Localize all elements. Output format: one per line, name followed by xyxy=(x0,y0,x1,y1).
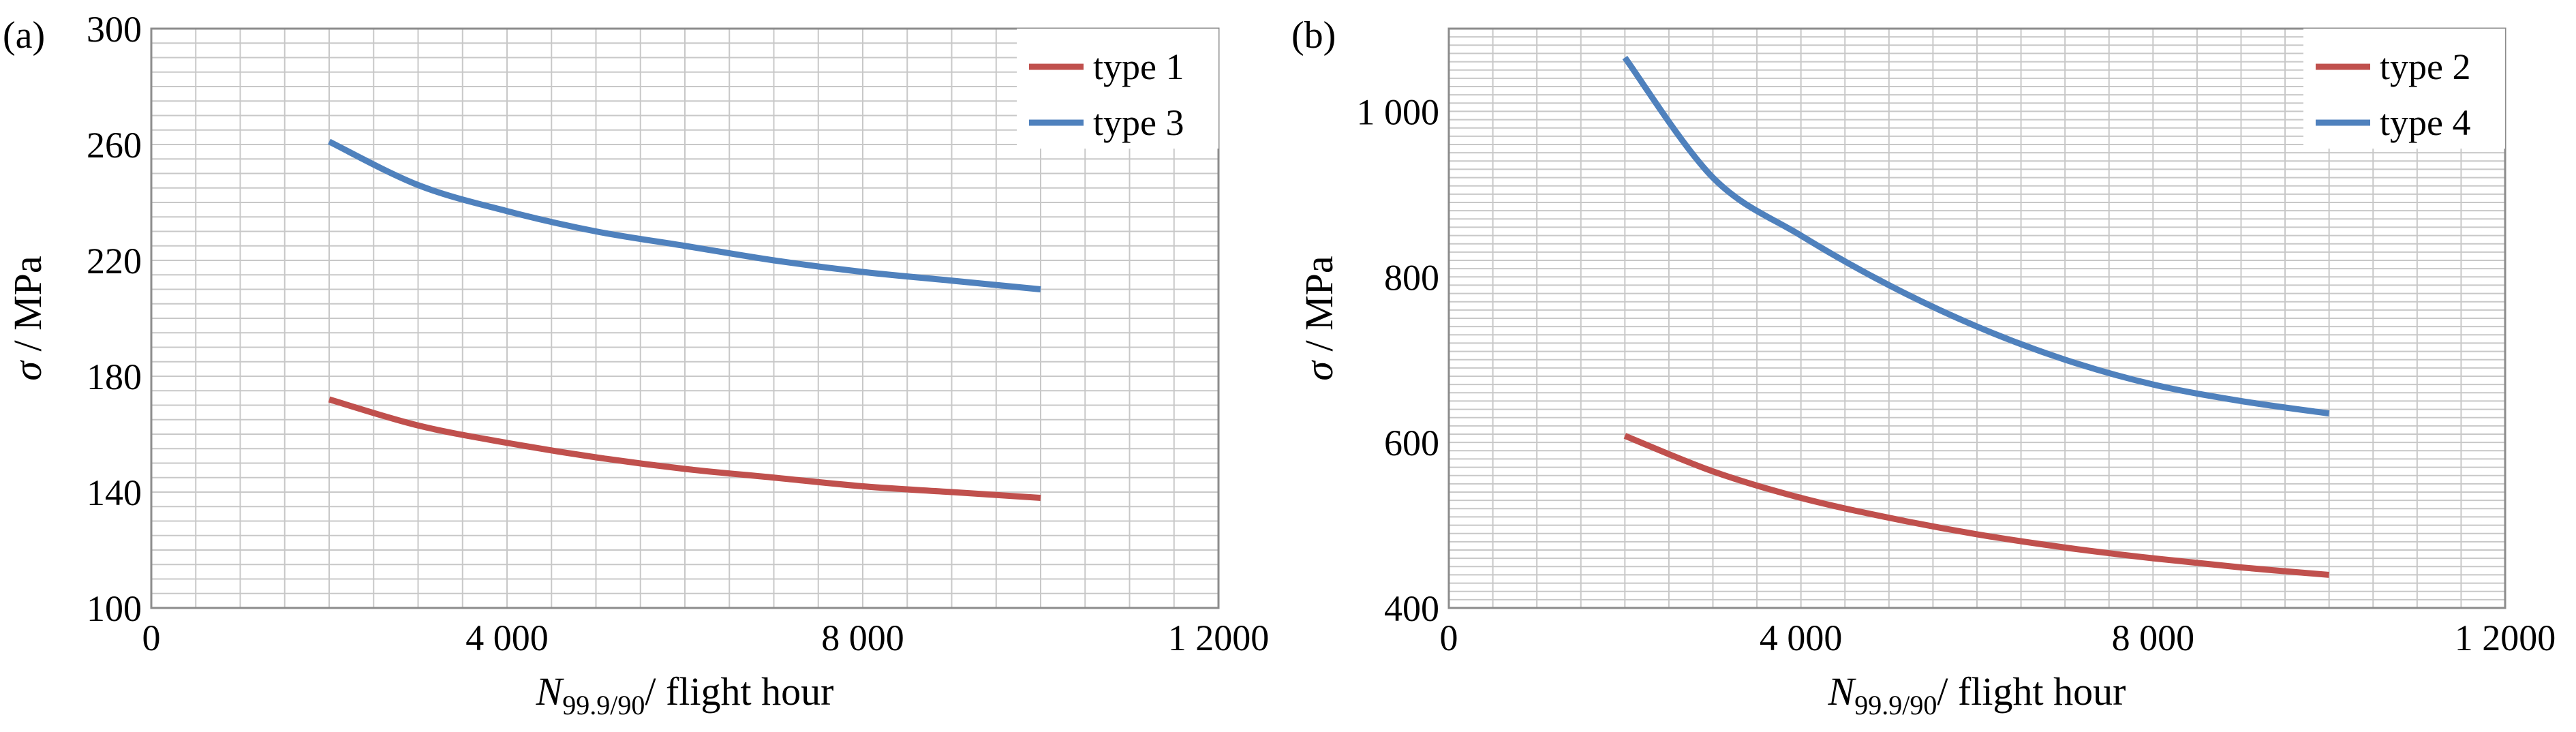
chart-panel-b: 400 600 800 1 000 0 4 000 8 000 1 2000 N99.9/90/… xyxy=(1291,14,2556,720)
y-tick-label: 100 xyxy=(87,588,142,629)
y-tick-label: 400 xyxy=(1384,588,1439,629)
y-tick-label: 600 xyxy=(1384,423,1439,463)
legend-label: type 3 xyxy=(1093,102,1184,143)
series-line-type-1 xyxy=(328,396,1041,501)
legend: type 2 type 4 xyxy=(2303,29,2505,149)
x-tick-label: 4 000 xyxy=(1760,617,1843,658)
grid xyxy=(151,29,1218,608)
y-tick-label: 260 xyxy=(87,125,142,166)
x-tick-label: 1 2000 xyxy=(1168,617,1270,658)
y-tick-label: 140 xyxy=(87,472,142,513)
x-tick-label: 8 000 xyxy=(821,617,904,658)
x-tick-label: 0 xyxy=(142,617,161,658)
y-tick-label: 220 xyxy=(87,241,142,281)
chart-panel-a: 100 140 180 220 260 300 0 4 000 8 000 1 2000 N99.9… xyxy=(3,9,1269,720)
x-tick-label: 0 xyxy=(1440,617,1458,658)
x-axis-label: N99.9/90/ flight hour xyxy=(536,669,834,720)
legend: type 1 type 3 xyxy=(1017,29,1218,149)
series-line-type-4 xyxy=(1622,55,2330,417)
legend-label: type 1 xyxy=(1093,46,1184,87)
series-line-type-2 xyxy=(1623,433,2330,578)
plot-frame xyxy=(150,27,1220,609)
legend-box xyxy=(1017,29,1218,149)
y-axis-label: σ / MPa xyxy=(1297,256,1341,380)
panel-label: (a) xyxy=(3,14,45,57)
series-line-type-3 xyxy=(328,138,1041,292)
y-tick-label: 800 xyxy=(1384,257,1439,298)
y-tick-label: 180 xyxy=(87,356,142,397)
legend-label: type 4 xyxy=(2380,102,2470,143)
x-axis-label: N99.9/90/ flight hour xyxy=(1828,669,2126,720)
grid xyxy=(1449,29,2505,608)
x-tick-label: 8 000 xyxy=(2112,617,2195,658)
legend-label: type 2 xyxy=(2380,46,2470,87)
y-tick-label: 300 xyxy=(87,9,142,50)
x-tick-label: 1 2000 xyxy=(2455,617,2556,658)
y-axis-label: σ / MPa xyxy=(5,256,50,380)
y-tick-label: 1 000 xyxy=(1357,91,1440,132)
plot-frame xyxy=(1447,27,2506,609)
panel-label: (b) xyxy=(1291,14,1336,57)
legend-box xyxy=(2303,29,2505,149)
x-tick-label: 4 000 xyxy=(465,617,549,658)
